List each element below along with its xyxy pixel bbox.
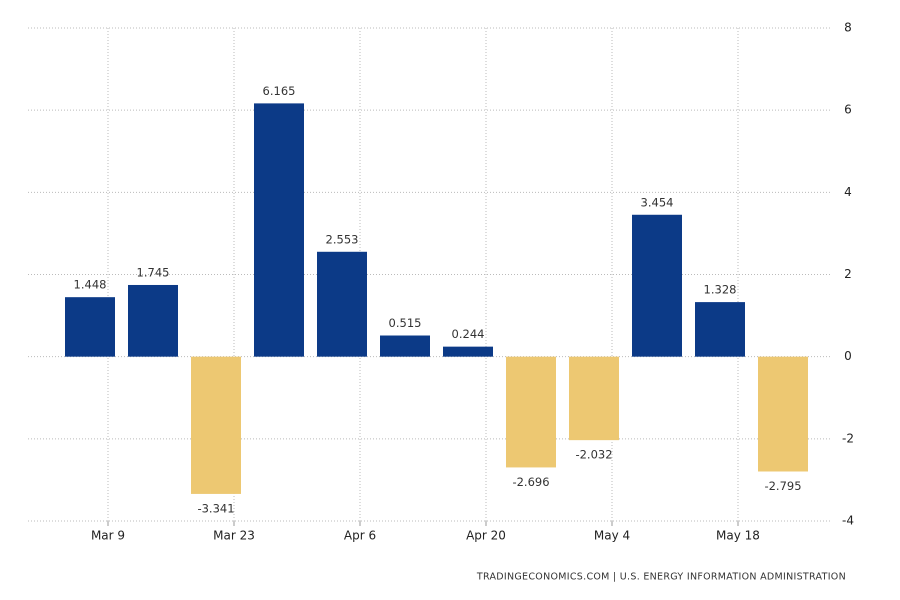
value-label: 2.553: [326, 232, 359, 246]
y-tick-label: -4: [842, 514, 854, 528]
x-tick-label: Mar 23: [213, 529, 255, 543]
x-tick-label: Apr 6: [344, 529, 376, 543]
value-label: 0.244: [452, 327, 485, 341]
y-tick-label: 6: [844, 103, 852, 117]
bar: [254, 103, 304, 357]
bar: [317, 251, 367, 357]
value-label: -3.341: [197, 501, 234, 515]
x-tick-label: Apr 20: [466, 529, 506, 543]
value-label: 3.454: [641, 195, 674, 209]
bar: [506, 356, 556, 468]
value-label: -2.795: [764, 479, 801, 493]
bar: [128, 284, 178, 357]
bar: [569, 356, 619, 441]
bar: [380, 335, 430, 357]
value-label: 1.745: [137, 265, 170, 279]
bar: [65, 297, 115, 357]
y-tick-label: 8: [844, 21, 852, 35]
value-label: 1.448: [74, 278, 107, 292]
value-label: -2.032: [575, 448, 612, 462]
y-tick-label: 2: [844, 267, 852, 281]
y-tick-label: 4: [844, 185, 852, 199]
y-tick-label: -2: [842, 431, 854, 445]
bar: [632, 214, 682, 357]
x-tick-label: May 18: [716, 529, 760, 543]
value-label: 1.328: [704, 283, 737, 297]
value-label: -2.696: [512, 475, 549, 489]
bar: [443, 346, 493, 357]
bar: [191, 356, 241, 494]
x-tick-label: Mar 9: [91, 529, 125, 543]
bar: [758, 356, 808, 472]
bar: [695, 302, 745, 357]
x-tick-label: May 4: [594, 529, 630, 543]
value-label: 6.165: [263, 84, 296, 98]
value-label: 0.515: [389, 316, 422, 330]
y-tick-label: 0: [844, 349, 852, 363]
source: TRADINGECONOMICS.COM | U.S. ENERGY INFOR…: [476, 572, 846, 583]
